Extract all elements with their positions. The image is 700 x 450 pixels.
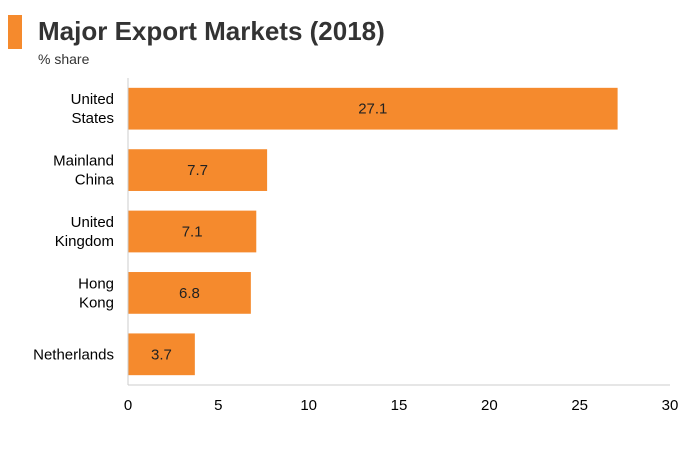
category-label-4: Netherlands [33, 346, 114, 363]
category-label-2: United Kingdom [55, 214, 114, 250]
value-label-4: 3.7 [151, 346, 172, 363]
value-label-1: 7.7 [187, 162, 208, 179]
category-label-1: Mainland China [53, 153, 115, 189]
x-tick-label-3: 15 [391, 397, 408, 414]
x-tick-label-1: 5 [214, 397, 222, 414]
bars-group: 27.1 7.7 7.1 6.8 3.7 [128, 87, 618, 376]
bar-3 [128, 272, 251, 314]
bar-4 [128, 333, 195, 376]
chart-title: Major Export Markets (2018) [38, 16, 385, 46]
bar-1 [128, 149, 268, 191]
value-label-2: 7.1 [182, 224, 203, 241]
bar-2 [128, 210, 257, 253]
value-label-0: 27.1 [358, 101, 387, 118]
x-tick-label-4: 20 [481, 397, 498, 414]
value-label-3: 6.8 [179, 285, 200, 302]
axes-group: 0 5 10 15 20 25 30 [124, 78, 679, 414]
x-tick-label-6: 30 [662, 397, 679, 414]
category-labels-group: United States Mainland China United Kingdom Ho… [33, 91, 115, 363]
chart-subtitle: % share [38, 51, 90, 67]
x-tick-label-0: 0 [124, 397, 132, 414]
x-tick-label-2: 10 [300, 397, 317, 414]
category-label-0: United States [71, 91, 114, 127]
x-tick-label-5: 25 [571, 397, 588, 414]
title-accent-bar [8, 15, 22, 49]
category-label-3: Hong Kong [78, 275, 114, 311]
bar-0 [128, 87, 618, 130]
